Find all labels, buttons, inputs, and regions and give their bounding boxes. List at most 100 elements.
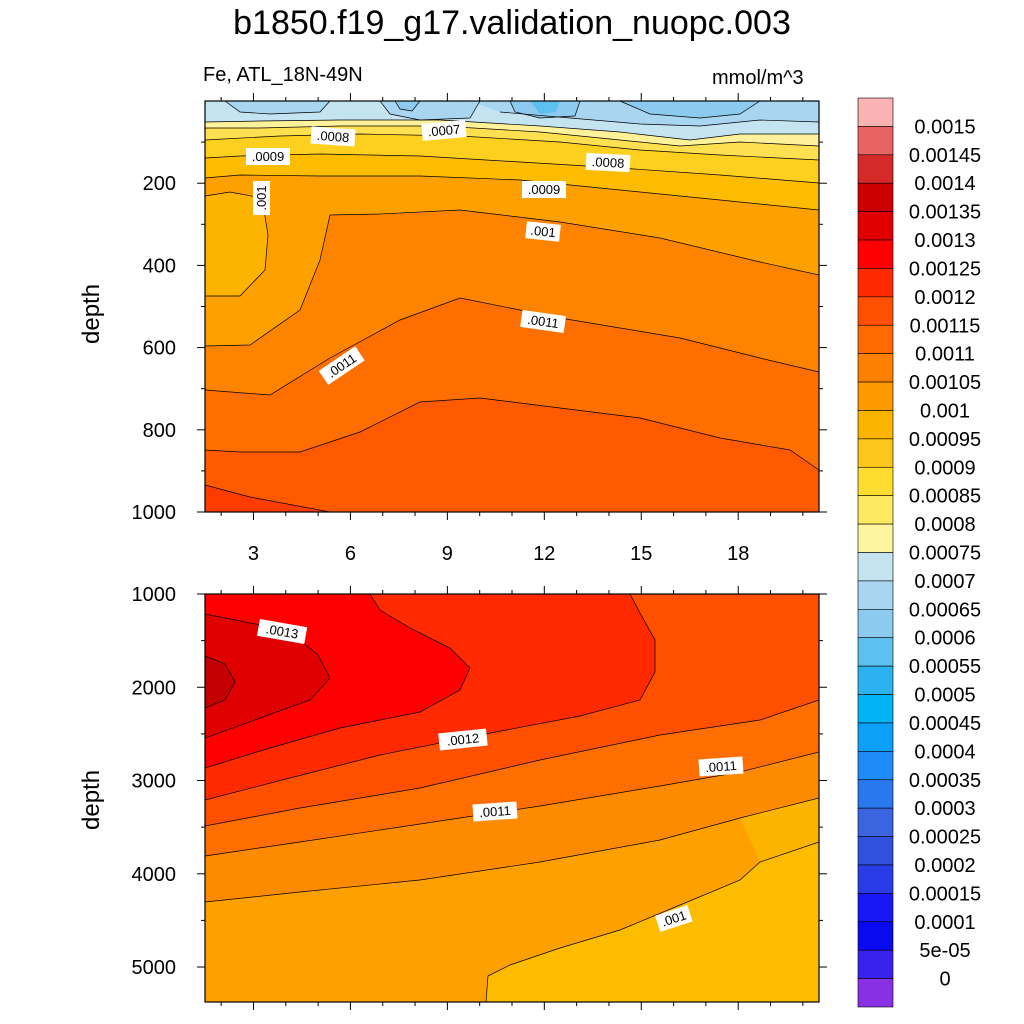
lower-y-tick-label: 1000: [132, 584, 177, 606]
upper-contour-label: .0007: [421, 120, 467, 141]
colorbar-label: 0.00135: [909, 202, 981, 224]
colorbar-label: 0.0011: [915, 344, 975, 366]
colorbar-swatch: [857, 779, 894, 809]
colorbar-swatch: [857, 353, 894, 383]
x-tick-label: 12: [533, 543, 555, 565]
svg-text:.0011: .0011: [705, 758, 738, 775]
svg-text:.0011: .0011: [479, 803, 512, 820]
colorbar-label: 0.0009: [914, 457, 975, 479]
svg-text:.0011: .0011: [526, 312, 559, 331]
colorbar-label: 0.00125: [909, 258, 981, 280]
chart-title: b1850.f19_g17.validation_nuopc.003: [233, 4, 791, 42]
colorbar-label: 0.00075: [909, 543, 981, 565]
svg-text:.0009: .0009: [528, 182, 561, 197]
colorbar-label: 0.00145: [909, 145, 981, 167]
x-tick-label: 6: [345, 543, 356, 565]
upper-y-tick-label: 600: [143, 338, 176, 360]
colorbar-swatch: [857, 921, 894, 951]
upper-contour-label: .0009: [522, 181, 566, 198]
upper-contour-label: .0009: [246, 148, 290, 165]
upper-contour-label: .001: [525, 221, 561, 242]
svg-text:.0008: .0008: [316, 128, 350, 145]
upper-contour-label: .0011: [520, 310, 567, 333]
colorbar-label: 0.0001: [914, 912, 975, 934]
svg-text:.0013: .0013: [265, 621, 300, 641]
svg-text:.0012: .0012: [446, 730, 480, 748]
colorbar-label: 5e-05: [919, 940, 970, 962]
colorbar-swatch: [857, 864, 894, 894]
colorbar-label: 0.0013: [914, 230, 975, 252]
colorbar-swatch: [857, 410, 894, 440]
colorbar-label: 0.0002: [914, 855, 975, 877]
colorbar-swatch: [857, 381, 894, 411]
svg-text:.001: .001: [530, 223, 557, 241]
colorbar-label: 0.00015: [909, 883, 981, 905]
colorbar-label: 0.0014: [914, 173, 975, 195]
colorbar-label: 0.00025: [909, 827, 981, 849]
units-label: mmol/m^3: [712, 67, 804, 89]
upper-y-tick-label: 400: [143, 255, 176, 277]
colorbar-swatch: [857, 893, 894, 923]
colorbar-swatch: [857, 722, 894, 752]
colorbar-swatch: [857, 836, 894, 866]
colorbar-label: 0.00055: [909, 656, 981, 678]
colorbar-label: 0.00065: [909, 599, 981, 621]
colorbar-label: 0.001: [920, 400, 970, 422]
colorbar-swatch: [857, 211, 894, 241]
lower-contour-label: .001: [655, 905, 693, 932]
colorbar-label: 0.00085: [909, 486, 981, 508]
colorbar-swatch: [857, 523, 894, 553]
svg-text:.0008: .0008: [591, 154, 624, 171]
colorbar-swatch: [857, 466, 894, 496]
colorbar-swatch: [857, 154, 894, 184]
colorbar-label: 0.0015: [914, 116, 975, 138]
upper-contour-label: .001: [253, 181, 270, 215]
upper-contour-field: [205, 101, 819, 512]
x-tick-label: 15: [630, 543, 652, 565]
colorbar-label: 0.0006: [914, 628, 975, 650]
x-tick-label: 9: [442, 543, 453, 565]
colorbar-label: 0.00115: [910, 315, 981, 337]
colorbar-label: 0.0003: [914, 798, 975, 820]
colorbar-label: 0: [939, 969, 950, 991]
lower-y-tick-label: 4000: [132, 864, 177, 886]
colorbar-label: 0.0012: [914, 287, 975, 309]
colorbar: 0.0015 0.00145 0.0014 0.00135 0.0013 0.00125 0…: [857, 97, 981, 1008]
lower-contour-label: .0013: [256, 618, 308, 645]
colorbar-swatch: [857, 552, 894, 582]
colorbar-swatch: [857, 438, 894, 468]
svg-text:.0007: .0007: [427, 122, 461, 140]
lower-y-tick-label: 2000: [132, 677, 177, 699]
colorbar-swatch: [857, 609, 894, 639]
x-tick-label: 18: [727, 543, 749, 565]
colorbar-swatch: [857, 949, 894, 979]
colorbar-label: 0.0007: [914, 571, 975, 593]
colorbar-swatch: [857, 97, 894, 127]
colorbar-swatch: [857, 126, 894, 156]
upper-contour-label: .0008: [585, 152, 631, 173]
colorbar-swatch: [857, 239, 894, 269]
svg-text:.001: .001: [254, 185, 269, 210]
colorbar-swatch: [857, 665, 894, 695]
upper-contour-label: .0008: [310, 126, 356, 147]
colorbar-label: 0.00035: [909, 770, 981, 792]
colorbar-swatch: [857, 694, 894, 724]
lower-contour-label: .0011: [698, 756, 744, 777]
colorbar-label: 0.00045: [909, 713, 981, 735]
lower-contour-label: .0011: [472, 801, 518, 822]
svg-text:.0009: .0009: [252, 149, 285, 164]
colorbar-label: 0.0005: [914, 685, 975, 707]
colorbar-label: 0.0008: [914, 514, 975, 536]
svg-text:.001: .001: [659, 907, 688, 929]
colorbar-swatch: [857, 978, 894, 1008]
upper-y-tick-label: 800: [143, 420, 176, 442]
upper-y-tick-label: 1000: [132, 502, 177, 524]
lower-y-tick-label: 3000: [132, 771, 177, 793]
lower-y-tick-label: 5000: [132, 957, 177, 979]
colorbar-swatch: [857, 268, 894, 298]
colorbar-swatch: [857, 637, 894, 667]
axes-layer: 3 6 9 12 15 18 200 400 600 800 1000 1000 2000 3000 400…: [132, 93, 827, 1010]
lower-contour-label: .0012: [438, 728, 488, 751]
colorbar-label: 0.00105: [909, 372, 981, 394]
upper-y-tick-label: 200: [143, 173, 176, 195]
